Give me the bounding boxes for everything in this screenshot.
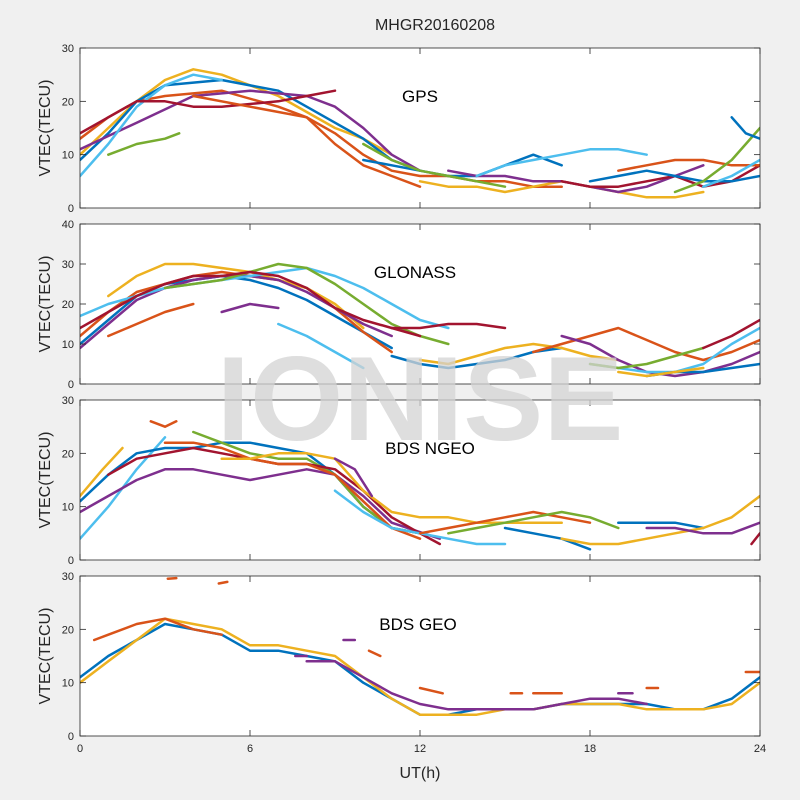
series-group [80,420,760,551]
panels: 0 10 20 30 VTEC(TECU) GPS 0 10 20 30 40 VTEC(TECU) G… [37,43,766,755]
series-line-11 [475,148,648,178]
series-line-10 [333,457,374,498]
series-line-3 [92,617,223,642]
y-tick-label: 0 [68,731,74,743]
y-tick-label: 10 [62,678,74,690]
series-group [80,68,760,199]
panel-label: BDS NGEO [385,439,475,458]
series-line-6 [80,89,337,135]
series-line-7 [163,441,422,540]
series-line-17 [750,532,760,546]
x-tick-label: 24 [754,743,766,755]
y-tick-label: 20 [62,96,74,108]
series-line-8 [362,153,563,178]
y-tick-label: 20 [62,624,74,636]
series-line-17 [702,158,760,188]
series-line-11 [418,510,592,535]
panel-label: GPS [402,87,438,106]
y-tick-label: 10 [62,339,74,351]
series-line-2 [305,660,648,711]
series-line-9 [277,322,365,370]
series-line-10 [390,322,507,330]
series-line-15 [560,494,760,546]
series-line-14 [617,521,705,530]
y-tick-label: 0 [68,203,74,215]
panel-label: BDS GEO [379,615,456,634]
plot-area [80,576,760,736]
series-line-4 [166,576,178,580]
series-line-12 [362,142,507,188]
series-line-12 [418,342,620,366]
series-group [80,262,760,378]
series-line-8 [220,302,280,314]
series-line-2 [80,78,422,172]
y-tick-label: 30 [62,259,74,271]
series-line-14 [588,169,760,183]
y-tick-label: 10 [62,502,74,514]
series-line-1 [80,617,760,716]
series-line-19 [617,366,705,378]
series-line-6 [367,649,382,658]
series-line-16 [645,521,760,535]
x-tick-label: 0 [77,743,83,755]
series-line-7 [418,686,444,695]
series-line-16 [673,126,760,194]
y-tick-label: 20 [62,299,74,311]
panel-2: 0 10 20 30 VTEC(TECU) BDS NGEO [37,395,761,567]
panel-1: 0 10 20 30 40 VTEC(TECU) GLONASS [37,219,761,391]
panel-label: GLONASS [374,263,456,282]
panel-3: 0 10 20 30 0 6 12 18 24 VTEC(TECU) BDS GEO [37,571,766,755]
y-tick-label: 30 [62,395,74,407]
series-line-5 [192,430,422,535]
watermark: IONISE [217,332,624,466]
y-tick-label: 30 [62,43,74,55]
series-line-5 [217,580,229,585]
series-line-7 [107,302,195,338]
y-tick-label: 30 [62,571,74,583]
series-line-15 [617,158,760,172]
y-axis-label: VTEC(TECU) [37,432,54,529]
series-line-6 [80,270,422,338]
y-axis-label: VTEC(TECU) [37,80,54,177]
series-group [80,576,760,716]
x-tick-label: 6 [247,743,253,755]
series-line-7 [192,94,563,188]
series-line-12 [447,510,620,535]
y-axis-label: VTEC(TECU) [37,256,54,353]
series-line-4 [80,73,223,178]
figure-title: MHGR20160208 [375,17,495,34]
series-line-16 [588,346,705,370]
series-line-1 [80,446,124,498]
series-line-2 [107,262,365,330]
series-line-5 [107,132,181,156]
panel-0: 0 10 20 30 VTEC(TECU) GPS [37,43,761,215]
y-tick-label: 10 [62,150,74,162]
y-tick-label: 0 [68,555,74,567]
x-axis-label: UT(h) [400,765,441,782]
y-tick-label: 20 [62,448,74,460]
series-line-2 [149,420,178,428]
series-line-18 [730,116,760,140]
y-axis-label: VTEC(TECU) [37,608,54,705]
series-line-13 [532,326,760,362]
series-line-13 [503,526,592,551]
series-line-17 [702,318,760,350]
x-tick-label: 18 [584,743,596,755]
y-tick-label: 0 [68,379,74,391]
x-tick-label: 12 [414,743,426,755]
plot-area [80,48,760,208]
series-line-4 [80,468,442,540]
y-tick-label: 40 [62,219,74,231]
